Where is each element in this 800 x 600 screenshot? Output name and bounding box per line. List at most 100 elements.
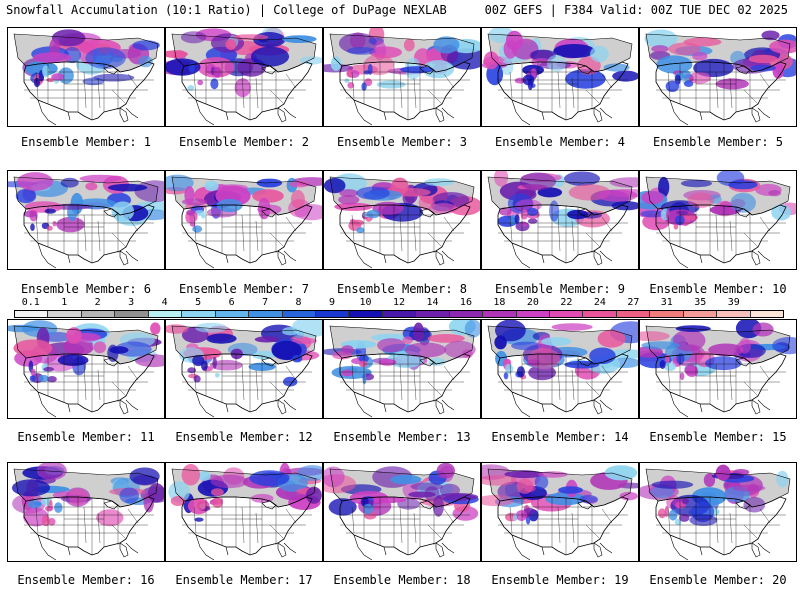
snowfall-blob	[390, 474, 422, 485]
mexico-coast	[669, 242, 771, 269]
state-line	[571, 369, 575, 401]
state-line	[715, 363, 719, 401]
snowfall-blob	[32, 52, 72, 64]
snowfall-blob	[249, 470, 290, 487]
us-outline	[23, 204, 155, 264]
ensemble-member-label: Ensemble Member: 11	[17, 430, 155, 444]
snowfall-blob	[683, 37, 722, 47]
snowfall-blob	[750, 64, 776, 72]
colorbar-tick-label: 9	[329, 297, 336, 308]
snowfall-blob	[93, 73, 135, 82]
snowfall-blob	[680, 179, 713, 188]
mountain-snow	[659, 360, 666, 369]
us-outline	[497, 204, 629, 264]
mountain-snow	[23, 210, 37, 218]
us-outline	[181, 496, 313, 556]
ensemble-member-label: Ensemble Member: 7	[178, 282, 310, 296]
ensemble-member-label: Ensemble Member: 10	[649, 282, 787, 296]
mountain-snow	[669, 215, 676, 222]
colorbar-swatch	[81, 311, 116, 317]
mountain-snow	[346, 69, 353, 78]
state-line	[285, 365, 297, 381]
colorbar-tick-label: 24	[593, 297, 606, 308]
state-line	[97, 77, 101, 109]
state-line	[83, 71, 87, 109]
snowfall-blob	[206, 333, 237, 344]
florida	[277, 542, 287, 558]
great-lakes	[261, 208, 277, 218]
colorbar-swatch	[449, 311, 484, 317]
snowfall-blob	[232, 34, 269, 41]
state-line	[509, 214, 513, 242]
ensemble-map-8	[323, 170, 481, 270]
mountain-snow	[212, 356, 217, 369]
mountain-snow	[685, 214, 698, 221]
snowfall-blob	[306, 486, 322, 504]
mexico-coast	[37, 391, 139, 418]
mountain-snow	[27, 500, 42, 509]
us-outline	[497, 61, 629, 121]
florida	[751, 107, 761, 123]
snowfall-blob	[689, 514, 718, 526]
state-line	[413, 512, 417, 544]
snowfall-blob	[291, 337, 317, 345]
snowfall-blob	[528, 365, 556, 381]
us-outline	[497, 496, 629, 556]
florida	[751, 542, 761, 558]
state-line	[743, 524, 759, 540]
snowfall-blob	[402, 336, 413, 344]
colorbar-tick-label: 2	[94, 297, 101, 308]
snowfall-blob	[107, 183, 148, 192]
snowfall-blob	[252, 350, 276, 360]
mountain-snow	[358, 360, 368, 368]
florida	[435, 399, 445, 415]
snowfall-blob	[166, 50, 188, 58]
state-line	[399, 506, 403, 544]
state-line	[413, 220, 417, 252]
great-lakes	[419, 208, 435, 218]
snowfall-blob	[138, 55, 153, 68]
mountain-snow	[187, 367, 197, 374]
colorbar-tick-label: 22	[560, 297, 573, 308]
snowfall-blob	[111, 201, 135, 222]
mountain-snow	[52, 220, 57, 227]
snowfall-blob	[732, 484, 766, 492]
snowfall-blob	[150, 322, 161, 335]
mountain-snow	[186, 209, 195, 216]
mountain-snow	[367, 63, 373, 75]
snowfall-blob	[184, 186, 195, 205]
mountain-snow	[674, 518, 682, 526]
great-lakes	[103, 357, 119, 367]
snowfall-blob	[403, 38, 415, 52]
us-outline	[23, 353, 155, 413]
state-line	[557, 71, 561, 109]
snowfall-blob	[658, 176, 670, 198]
snowfall-blob	[79, 174, 122, 183]
snowfall-blob	[464, 320, 480, 338]
state-line	[193, 363, 197, 391]
colorbar-swatch	[182, 311, 216, 317]
us-outline	[23, 496, 155, 556]
state-line	[571, 512, 575, 544]
mountain-snow	[516, 366, 525, 378]
snowfall-blob	[558, 486, 583, 494]
mexico-coast	[353, 99, 455, 126]
state-line	[571, 220, 575, 252]
florida	[119, 250, 129, 266]
mountain-snow	[341, 369, 354, 377]
snowfall-blob	[748, 54, 778, 63]
ensemble-member-label: Ensemble Member: 13	[333, 430, 471, 444]
snowfall-blob	[85, 47, 126, 69]
mexico-coast	[511, 534, 613, 561]
state-line	[127, 365, 139, 381]
state-line	[413, 369, 417, 401]
mexico-coast	[669, 391, 771, 418]
state-line	[427, 89, 443, 105]
snowfall-blob	[225, 39, 237, 50]
snowfall-blob	[96, 509, 124, 527]
ensemble-map-19	[481, 462, 639, 562]
state-line	[97, 369, 101, 401]
mountain-snow	[41, 515, 50, 527]
state-line	[667, 71, 671, 99]
mexico-coast	[353, 391, 455, 418]
